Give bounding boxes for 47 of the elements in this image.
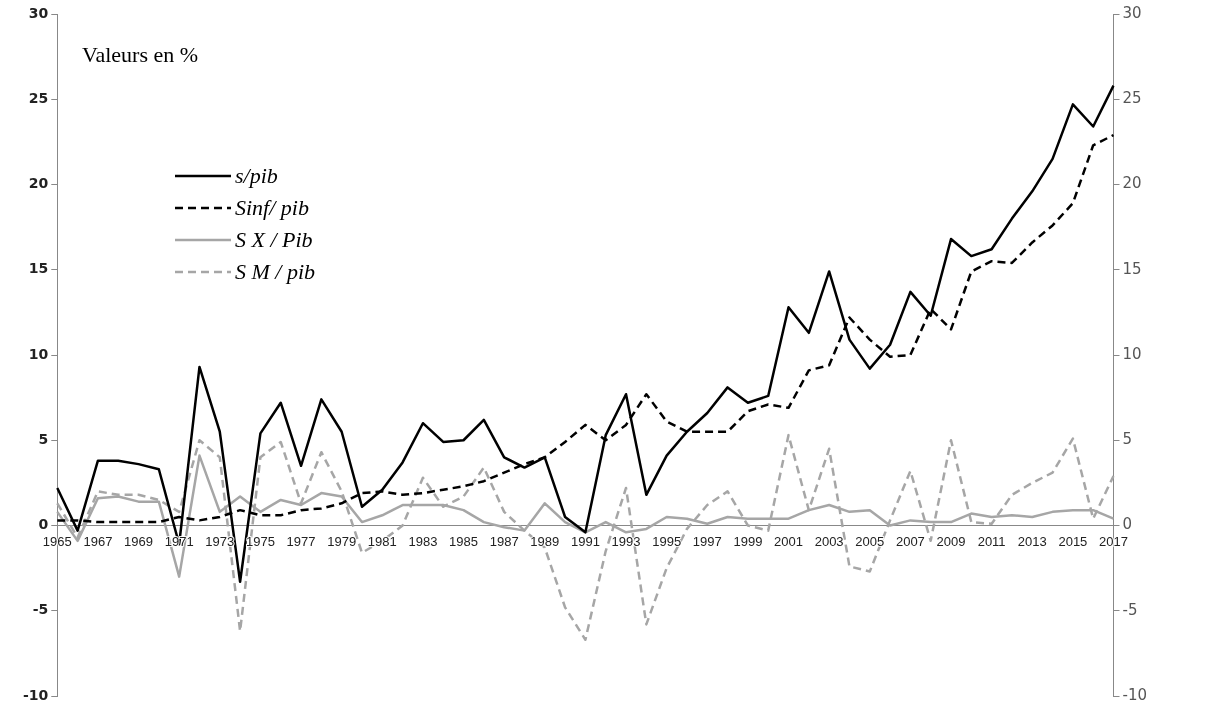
x-tick-label: 2001 xyxy=(774,533,803,549)
y2-tick-label: 25 xyxy=(1122,89,1142,108)
y-tick-label: -5 xyxy=(32,601,49,618)
y2-tick-label: 5 xyxy=(1122,430,1133,449)
y-tick-label: 10 xyxy=(28,345,49,362)
x-tick-label: 1987 xyxy=(489,533,519,549)
x-tick-label: 1995 xyxy=(652,533,682,549)
x-tick-label: 1981 xyxy=(367,533,397,549)
x-tick-label: 1993 xyxy=(611,533,641,549)
x-tick-label: 1991 xyxy=(570,533,600,549)
x-tick-label: 1983 xyxy=(408,533,438,549)
y-tick-label: 0 xyxy=(38,516,49,533)
x-tick-label: 2013 xyxy=(1017,533,1047,549)
y-tick-label: -10 xyxy=(23,686,49,703)
x-tick-label: 1975 xyxy=(245,533,275,549)
y2-tick-label: 20 xyxy=(1122,174,1142,193)
y-tick-label: 25 xyxy=(28,89,49,106)
y2-tick-label: -5 xyxy=(1122,600,1138,619)
x-tick-label: 2009 xyxy=(936,533,966,549)
x-tick-label: 1985 xyxy=(449,533,478,549)
x-tick-label: 1977 xyxy=(286,533,316,549)
x-tick-label: 1969 xyxy=(124,533,153,549)
x-tick-label: 2015 xyxy=(1058,533,1088,549)
x-tick-label: 1979 xyxy=(327,533,357,549)
legend-label: S X / Pib xyxy=(235,227,313,253)
x-tick-label: 2011 xyxy=(977,533,1006,549)
x-tick-label: 2003 xyxy=(814,533,844,549)
x-tick-label: 1997 xyxy=(692,533,722,549)
y2-tick-label: 30 xyxy=(1122,3,1142,22)
y-tick-label: 20 xyxy=(28,175,49,192)
y2-tick-label: -10 xyxy=(1122,685,1147,704)
x-tick-label: 1973 xyxy=(205,533,235,549)
x-tick-label: 1999 xyxy=(733,533,763,549)
x-tick-label: 1967 xyxy=(83,533,113,549)
y-tick-label: 5 xyxy=(38,430,49,447)
legend-label: s/pib xyxy=(235,163,278,189)
annotation: Valeurs en % xyxy=(82,42,200,68)
y-tick-label: 30 xyxy=(28,4,49,21)
y2-tick-label: 0 xyxy=(1122,515,1133,534)
x-tick-label: 1989 xyxy=(530,533,560,549)
y-tick-label: 15 xyxy=(28,260,49,277)
y2-tick-label: 15 xyxy=(1122,259,1142,278)
legend-label: Sinf/ pib xyxy=(235,195,309,221)
y2-tick-label: 10 xyxy=(1122,344,1142,363)
x-tick-label: 2007 xyxy=(895,533,925,549)
x-tick-label: 2005 xyxy=(855,533,885,549)
legend-label: S M / pib xyxy=(235,259,316,285)
